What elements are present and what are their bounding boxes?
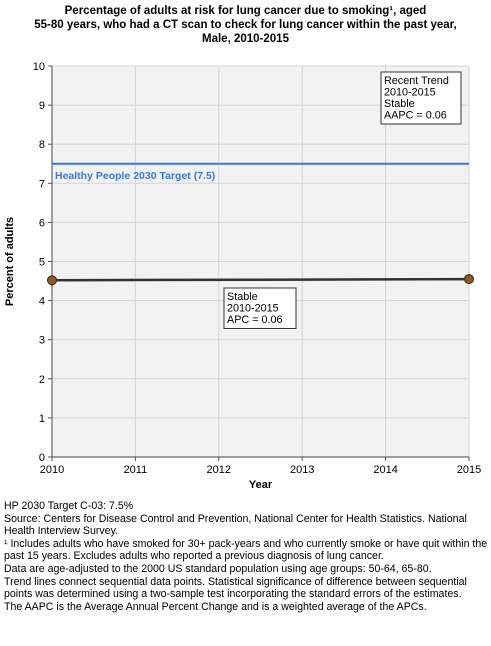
y-axis-title: Percent of adults: [4, 217, 16, 306]
y-tick-label: 3: [39, 335, 45, 347]
title-line-1: Percentage of adults at risk for lung ca…: [64, 5, 427, 17]
x-tick-label: 2013: [290, 464, 314, 476]
footnote-source: Source: Centers for Disease Control and …: [4, 512, 467, 538]
data-point: [47, 275, 57, 286]
footnote-trend-method: Trend lines connect sequential data poin…: [4, 575, 467, 601]
x-tick-label: 2011: [124, 464, 148, 476]
title-line-3: Male, 2010-2015: [202, 33, 289, 45]
y-tick-label: 1: [39, 413, 45, 425]
segment-annotation-line: 2010-2015: [227, 303, 279, 315]
title-line-2: 55-80 years, who had a CT scan to check …: [34, 19, 457, 31]
y-tick-label: 7: [39, 178, 45, 190]
x-tick-label: 2015: [457, 464, 481, 476]
recent-trend-annotation-line: Recent Trend: [384, 75, 449, 87]
y-tick-label: 5: [39, 257, 45, 269]
line-chart: 0 1 2 3 4 5 6 7 8 9 10 2010 2011 2012 2013 2014 2015 Year…: [4, 61, 481, 491]
segment-annotation-line: Stable: [227, 291, 258, 303]
y-tick-label: 0: [39, 452, 45, 464]
recent-trend-annotation-box: [380, 71, 462, 125]
x-tick-label: 2014: [373, 464, 397, 476]
y-tick-label: 2: [39, 374, 45, 386]
x-tick-label: 2012: [207, 464, 231, 476]
footnotes: HP 2030 Target C-03: 7.5% Source: Center…: [4, 500, 490, 613]
y-tick-label: 4: [39, 296, 45, 308]
target-label: Healthy People 2030 Target (7.5): [55, 170, 215, 182]
footnote-target: HP 2030 Target C-03: 7.5%: [4, 500, 134, 512]
segment-annotation-line: APC = 0.06: [227, 314, 283, 326]
recent-trend-annotation-line: AAPC = 0.06: [384, 110, 447, 122]
x-tick-label: 2010: [40, 464, 64, 476]
y-tick-label: 6: [39, 217, 45, 229]
segment-annotation-box: [223, 287, 297, 329]
trend-line: [51, 277, 470, 282]
x-axis-title: Year: [249, 479, 273, 491]
recent-trend-annotation-line: Stable: [384, 98, 415, 110]
footnote-age-adjustment: Data are age-adjusted to the 2000 US sta…: [4, 562, 432, 575]
data-point: [464, 274, 474, 285]
footnote-aapc: The AAPC is the Average Annual Percent C…: [4, 600, 427, 613]
chart-title: Percentage of adults at risk for lung ca…: [0, 4, 491, 46]
footnote-definition: ¹ Includes adults who have smoked for 30…: [4, 537, 488, 563]
recent-trend-annotation-line: 2010-2015: [384, 87, 436, 99]
y-tick-label: 10: [33, 61, 45, 73]
y-tick-label: 8: [39, 139, 45, 151]
y-tick-label: 9: [39, 100, 45, 112]
